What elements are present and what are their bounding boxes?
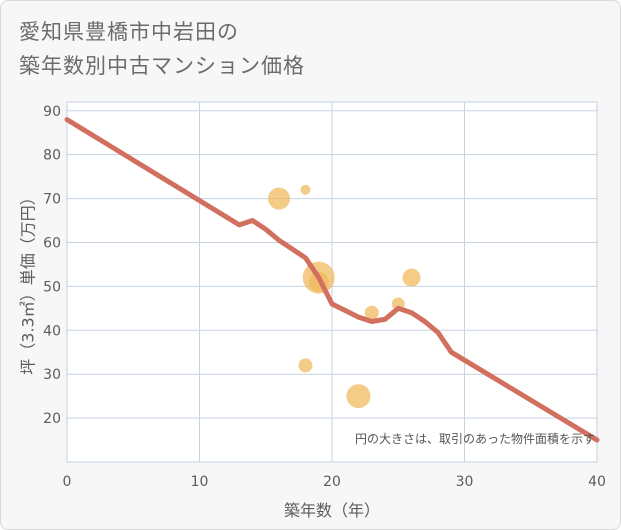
bubble-size-note: 円の大きさは、取引のあった物件面積を示す	[355, 431, 595, 446]
transaction-bubble	[402, 268, 421, 287]
x-tick-label: 0	[63, 474, 72, 490]
transaction-bubble	[364, 305, 379, 320]
y-tick-label: 90	[43, 104, 61, 120]
y-axis-label: 坪（3.3㎡）単価（万円）	[19, 189, 38, 374]
y-tick-label: 40	[43, 323, 61, 339]
axis-ticks: 0 10 20 30 40 20 30 40 50 60 70 80 90	[43, 104, 606, 490]
x-tick-label: 30	[456, 474, 474, 490]
transaction-bubble	[298, 358, 313, 373]
chart-title-line2: 築年数別中古マンション価格	[19, 54, 305, 78]
trend-line	[64, 117, 600, 443]
x-tick-label: 40	[588, 474, 606, 490]
transaction-bubble	[300, 184, 311, 195]
x-axis-label: 築年数（年）	[284, 501, 380, 520]
x-tick-label: 20	[323, 474, 341, 490]
x-tick-label: 10	[191, 474, 209, 490]
y-tick-label: 60	[43, 235, 61, 251]
chart-title: 愛知県豊橋市中岩田の 築年数別中古マンション価格	[19, 15, 305, 83]
transaction-bubble	[268, 187, 290, 210]
y-tick-label: 80	[43, 148, 61, 164]
transaction-bubble	[346, 384, 371, 409]
y-tick-label: 70	[43, 192, 61, 208]
y-tick-label: 50	[43, 279, 61, 295]
y-tick-label: 30	[43, 367, 61, 383]
chart-title-line1: 愛知県豊橋市中岩田の	[19, 20, 239, 44]
y-tick-label: 20	[43, 411, 61, 427]
